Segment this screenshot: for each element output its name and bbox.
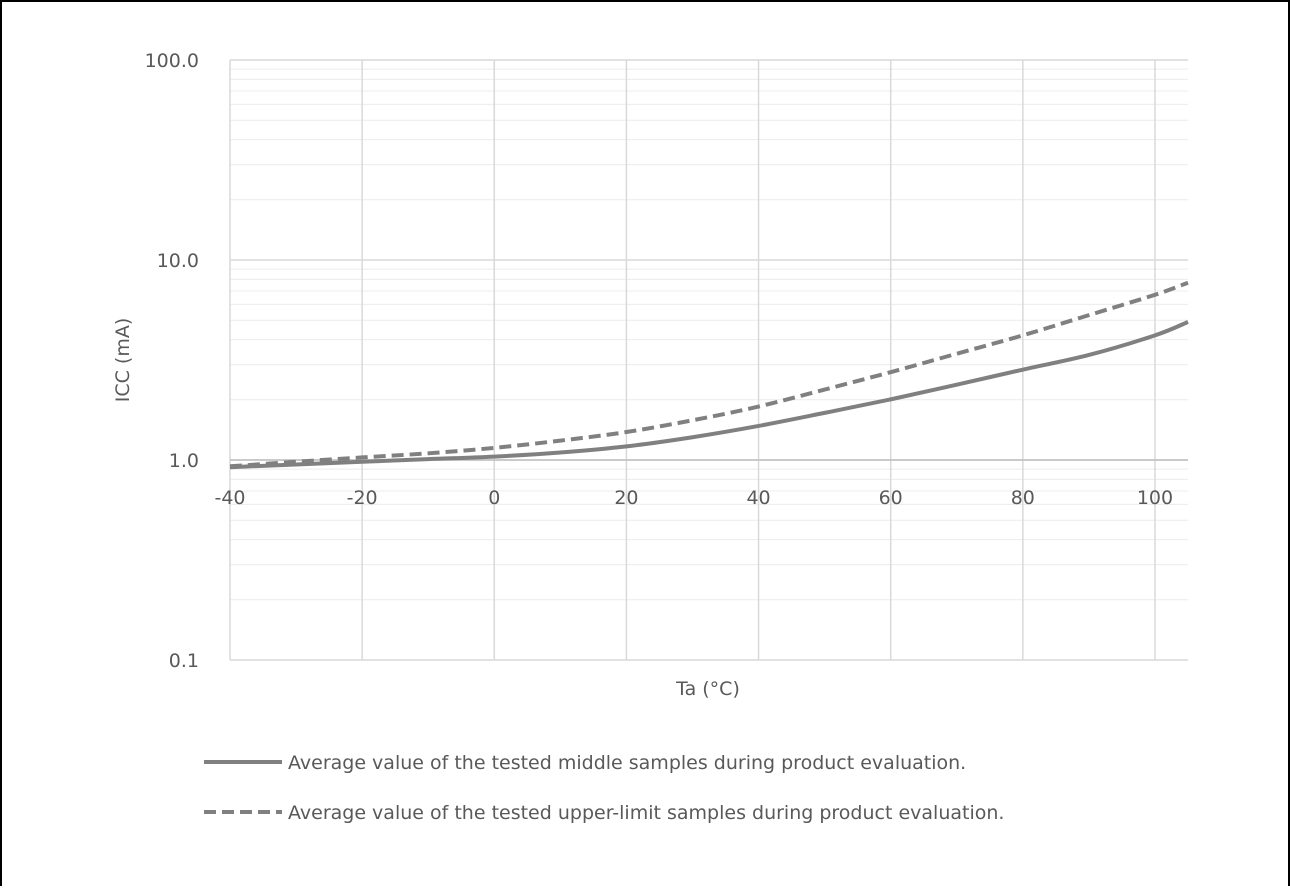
x-tick-label: 20	[614, 487, 638, 509]
series-middle-line	[229, 320, 1189, 470]
x-tick-label: -20	[347, 487, 378, 509]
x-tick-label: 100	[1137, 487, 1173, 509]
y-tick-label: 10.0	[157, 250, 199, 272]
x-axis-title: Ta (°C)	[675, 678, 740, 700]
x-tick-label: 40	[746, 487, 770, 509]
series-layer	[229, 280, 1189, 470]
x-tick-label: 80	[1011, 487, 1035, 509]
legend-item-upper-limit: Average value of the tested upper-limit …	[204, 802, 1004, 824]
y-tick-label: 100.0	[145, 50, 199, 72]
x-tick-label: 60	[879, 487, 903, 509]
series-upper-limit-line	[229, 280, 1189, 469]
x-tick-label: 0	[488, 487, 500, 509]
legend-item-middle: Average value of the tested middle sampl…	[204, 752, 966, 774]
y-tick-label: 0.1	[169, 650, 199, 672]
legend-label-middle: Average value of the tested middle sampl…	[288, 752, 966, 774]
legend-label-upper-limit: Average value of the tested upper-limit …	[288, 802, 1004, 824]
y-axis-title: ICC (mA)	[112, 318, 134, 403]
legend: Average value of the tested middle sampl…	[204, 752, 1004, 824]
y-tick-labels: 0.1 1.0 10.0 100.0	[145, 50, 199, 672]
major-gridlines	[229, 59, 1188, 661]
x-tick-labels: -40 -20 0 20 40 60 80 100	[214, 487, 1173, 509]
y-tick-label: 1.0	[169, 450, 199, 472]
minor-gridlines	[230, 68, 1188, 601]
x-tick-label: -40	[214, 487, 245, 509]
